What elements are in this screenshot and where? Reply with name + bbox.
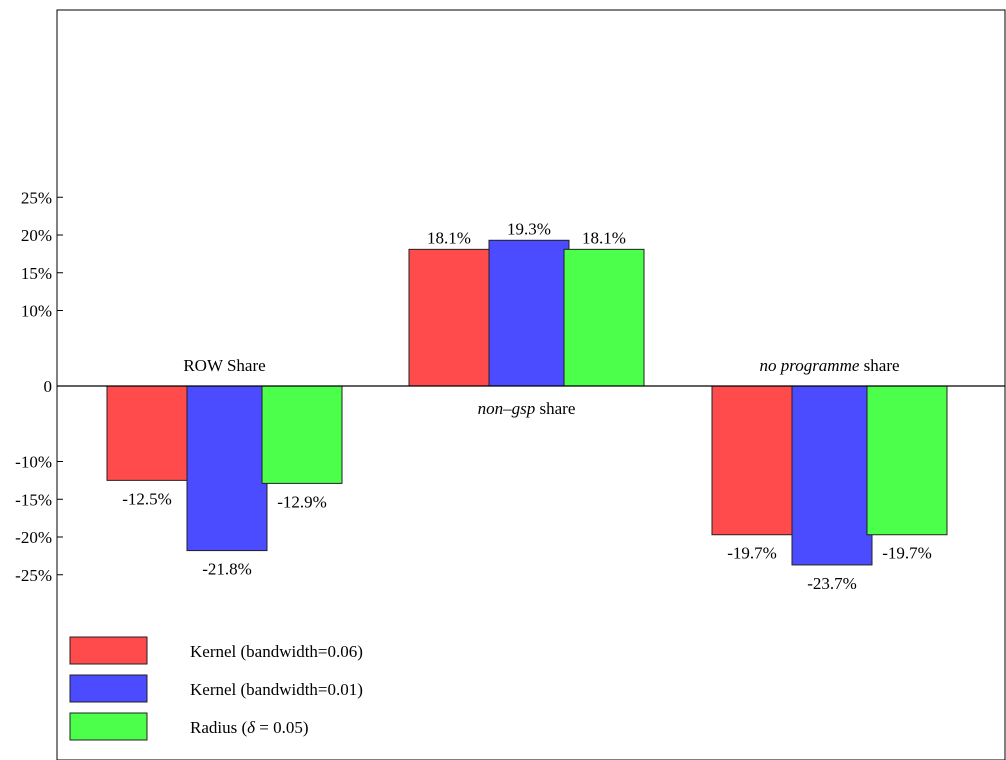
bar: [106, 385, 188, 481]
data-label: 19.3%: [507, 219, 551, 238]
data-label: 18.1%: [582, 228, 626, 247]
bar: [488, 239, 570, 387]
data-label: 18.1%: [427, 228, 471, 247]
data-label: -19.7%: [882, 544, 932, 563]
legend-label: Kernel (bandwidth=0.01): [190, 680, 363, 699]
plot-frame: [56, 9, 1006, 760]
y-tick-label: -15%: [15, 490, 52, 509]
category-labels: ROW Share non–gsp share no programme share: [183, 356, 899, 418]
data-label: -19.7%: [727, 544, 777, 563]
bar: [563, 248, 645, 387]
y-axis-ticks: 25% 20% 15% 10% 0 -10% -15% -20% -25%: [15, 188, 63, 585]
bar: [261, 385, 343, 484]
bar: [408, 248, 490, 387]
data-label: -12.9%: [277, 492, 327, 511]
y-tick-label: 10%: [21, 302, 52, 321]
data-label: -12.5%: [122, 489, 172, 508]
legend-swatch: [69, 712, 148, 741]
y-tick-label: 20%: [21, 226, 52, 245]
category-label: no programme share: [759, 356, 899, 375]
y-tick-label: 25%: [21, 188, 52, 207]
legend-label: Kernel (bandwidth=0.06): [190, 642, 363, 661]
bar: [186, 385, 268, 552]
legend-label: Radius (δ = 0.05): [190, 718, 309, 737]
y-tick-label: 15%: [21, 264, 52, 283]
y-tick-label: 0: [44, 377, 53, 396]
data-label: -23.7%: [807, 574, 857, 593]
category-label: ROW Share: [183, 356, 265, 375]
data-label: -21.8%: [202, 560, 252, 579]
bar: [866, 385, 948, 536]
data-labels: -12.5% 18.1% -19.7% -21.8% 19.3% -23.7% -12.9%…: [122, 219, 932, 593]
y-tick-label: -20%: [15, 528, 52, 547]
bar: [791, 385, 873, 566]
legend-swatch: [69, 636, 148, 665]
legend-swatch: [69, 674, 148, 703]
y-tick-label: -25%: [15, 566, 52, 585]
legend: Kernel (bandwidth=0.06) Kernel (bandwidth…: [69, 636, 363, 741]
bar: [711, 385, 793, 536]
category-label: non–gsp share: [478, 399, 576, 418]
y-tick-label: -10%: [15, 453, 52, 472]
bars: [106, 239, 948, 566]
